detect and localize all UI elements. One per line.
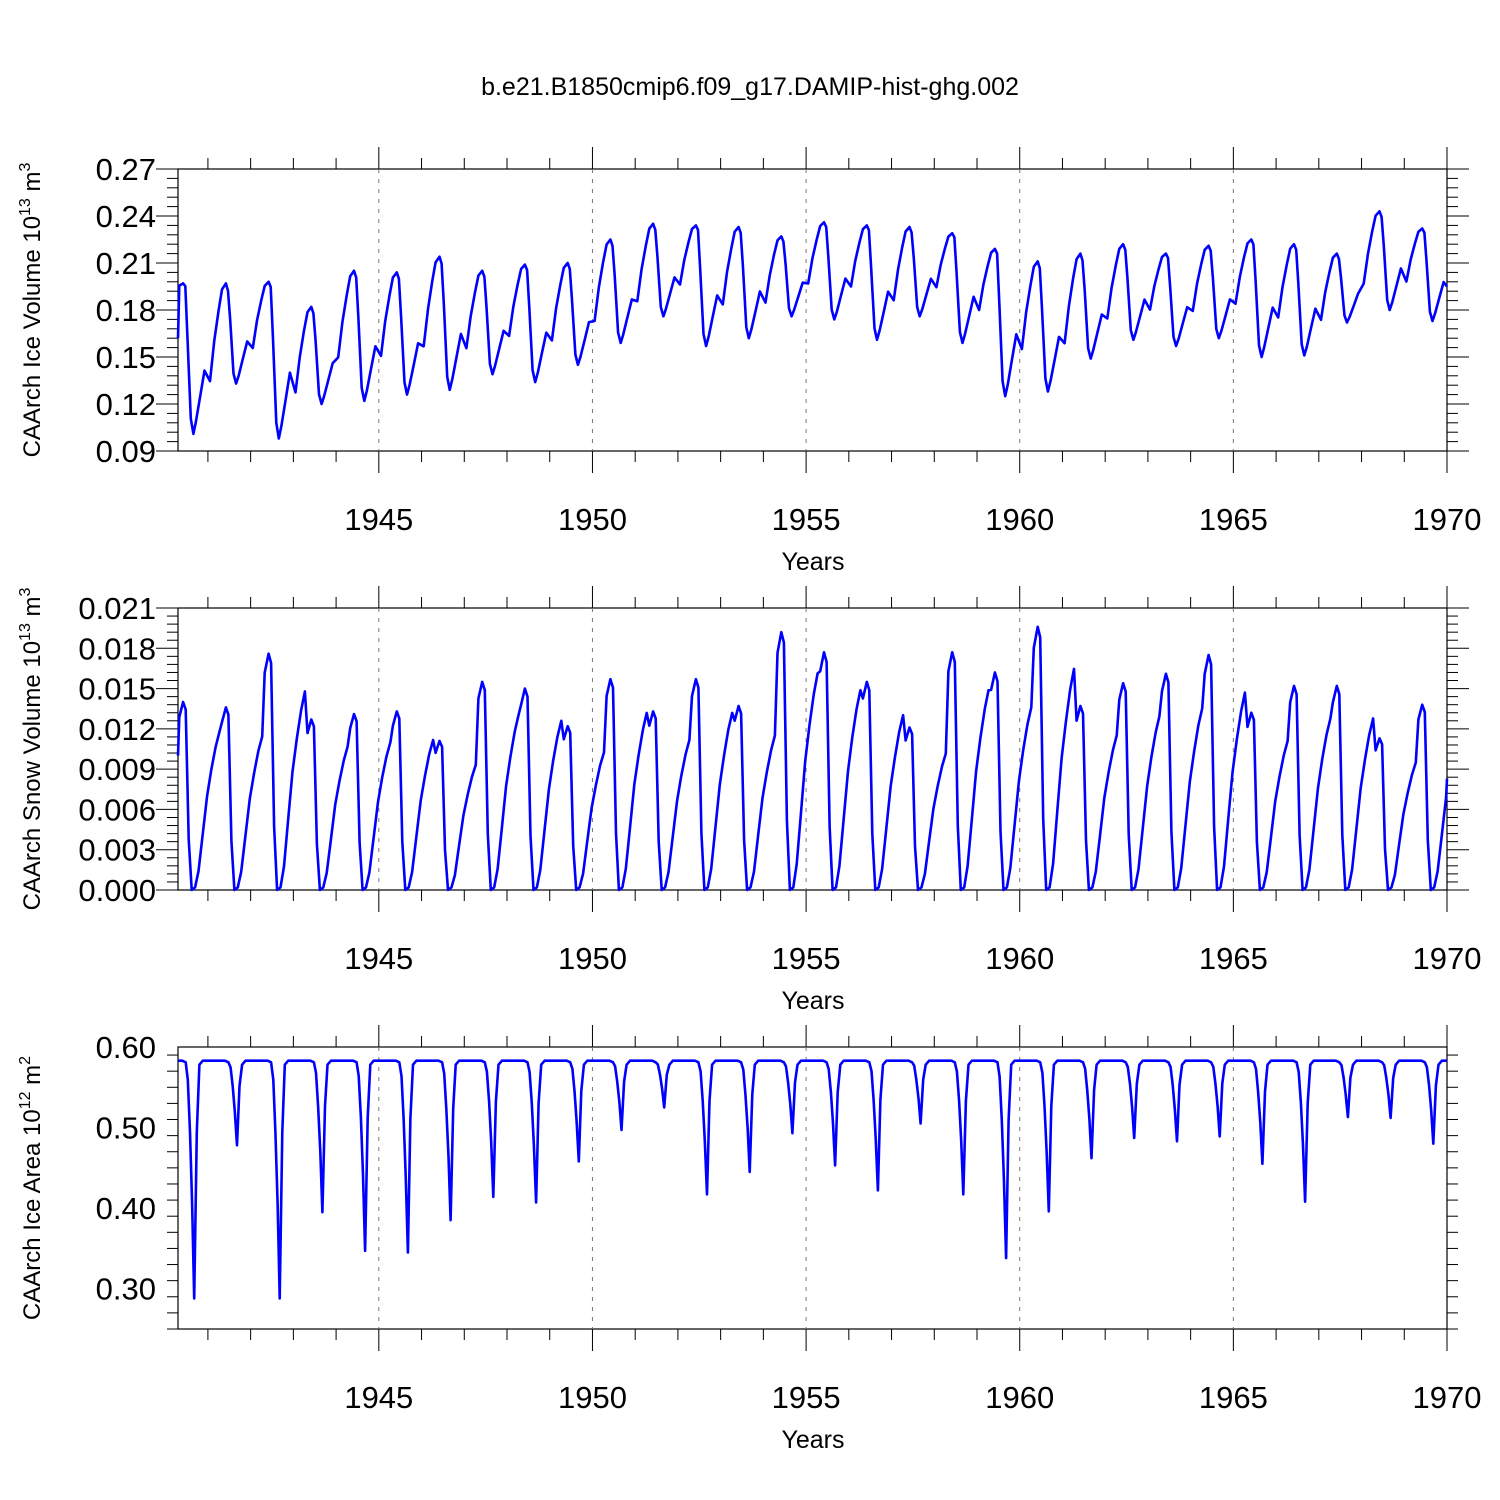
x-tick-label: 1965 [1199, 1380, 1268, 1415]
y-tick-label: 0.12 [96, 387, 156, 422]
y-axis-label-main: CAArch Snow Volume 10 [19, 641, 46, 910]
x-tick-label: 1950 [558, 1380, 627, 1415]
y-tick-label: 0.015 [78, 672, 156, 707]
y-axis-label-unit: m [19, 1065, 46, 1092]
y-axis-label-main: CAArch Ice Area 10 [19, 1109, 46, 1320]
y-axis-label-exponent: 13 [17, 198, 34, 216]
y-tick-label: 0.006 [78, 792, 156, 827]
y-tick-label: 0.15 [96, 340, 156, 375]
series-line-ice-area [178, 1059, 1447, 1300]
x-axis-label: Years [781, 548, 844, 576]
x-tick-label: 1945 [344, 502, 413, 537]
x-axis-label: Years [781, 987, 844, 1015]
y-axis-label-unit-exponent: 2 [17, 1056, 34, 1065]
panel-1: 1945 1950 1955 1960 1965 1970 Years 0.09 0.12 0.1… [17, 147, 1481, 576]
y-tick-label: 0.09 [96, 434, 156, 469]
panel-3: 1945 1950 1955 1960 1965 1970 Years 0.30 0.40 0.5… [17, 1025, 1481, 1454]
x-tick-label: 1960 [985, 502, 1054, 537]
y-tick-label: 0.012 [78, 712, 156, 747]
panel-2: 1945 1950 1955 1960 1965 1970 Years 0.000 0.003 0… [17, 586, 1481, 1015]
y-tick-label: 0.000 [78, 873, 156, 908]
y-tick-label: 0.30 [96, 1272, 156, 1307]
y-axis-label: CAArch Snow Volume 1013 m3 [17, 587, 46, 910]
y-axis-label-exponent: 12 [17, 1091, 34, 1109]
x-tick-label: 1965 [1199, 941, 1268, 976]
y-tick-label: 0.009 [78, 752, 156, 787]
y-axis-label-unit-exponent: 3 [17, 162, 34, 171]
y-axis-label-unit-exponent: 3 [17, 587, 34, 596]
x-tick-label: 1950 [558, 502, 627, 537]
y-axis-label-exponent: 13 [17, 623, 34, 641]
y-axis-label: CAArch Ice Volume 1013 m3 [17, 162, 46, 457]
x-tick-label: 1955 [772, 1380, 841, 1415]
x-tick-label: 1970 [1413, 941, 1482, 976]
x-tick-label: 1950 [558, 941, 627, 976]
series-line-ice-volume [176, 210, 1449, 440]
figure-title: b.e21.B1850cmip6.f09_g17.DAMIP-hist-ghg.… [481, 73, 1019, 101]
x-tick-label: 1970 [1413, 1380, 1482, 1415]
y-axis-label-main: CAArch Ice Volume 10 [19, 216, 46, 457]
x-tick-label: 1965 [1199, 502, 1268, 537]
y-tick-label: 0.018 [78, 631, 156, 666]
x-tick-label: 1960 [985, 941, 1054, 976]
x-tick-label: 1955 [772, 941, 841, 976]
x-tick-label: 1970 [1413, 502, 1482, 537]
y-tick-label: 0.003 [78, 833, 156, 868]
y-tick-label: 0.021 [78, 591, 156, 626]
y-axis-label-unit: m [19, 171, 46, 198]
y-tick-label: 0.24 [96, 199, 156, 234]
y-tick-label: 0.60 [96, 1030, 156, 1065]
x-tick-label: 1945 [344, 1380, 413, 1415]
y-tick-label: 0.50 [96, 1111, 156, 1146]
x-tick-label: 1955 [772, 502, 841, 537]
x-tick-label: 1960 [985, 1380, 1054, 1415]
y-axis-label-unit: m [19, 596, 46, 623]
x-axis-label: Years [781, 1426, 844, 1454]
y-tick-label: 0.21 [96, 246, 156, 281]
y-tick-label: 0.27 [96, 152, 156, 187]
series-line-snow-volume [176, 625, 1449, 892]
panels: 1945 1950 1955 1960 1965 1970 Years 0.09 0.12 0.1… [17, 147, 1481, 1454]
y-tick-label: 0.18 [96, 293, 156, 328]
x-tick-label: 1945 [344, 941, 413, 976]
plot-frame [177, 1046, 1448, 1330]
y-axis-label: CAArch Ice Area 1012 m2 [17, 1056, 46, 1320]
y-tick-label: 0.40 [96, 1191, 156, 1226]
